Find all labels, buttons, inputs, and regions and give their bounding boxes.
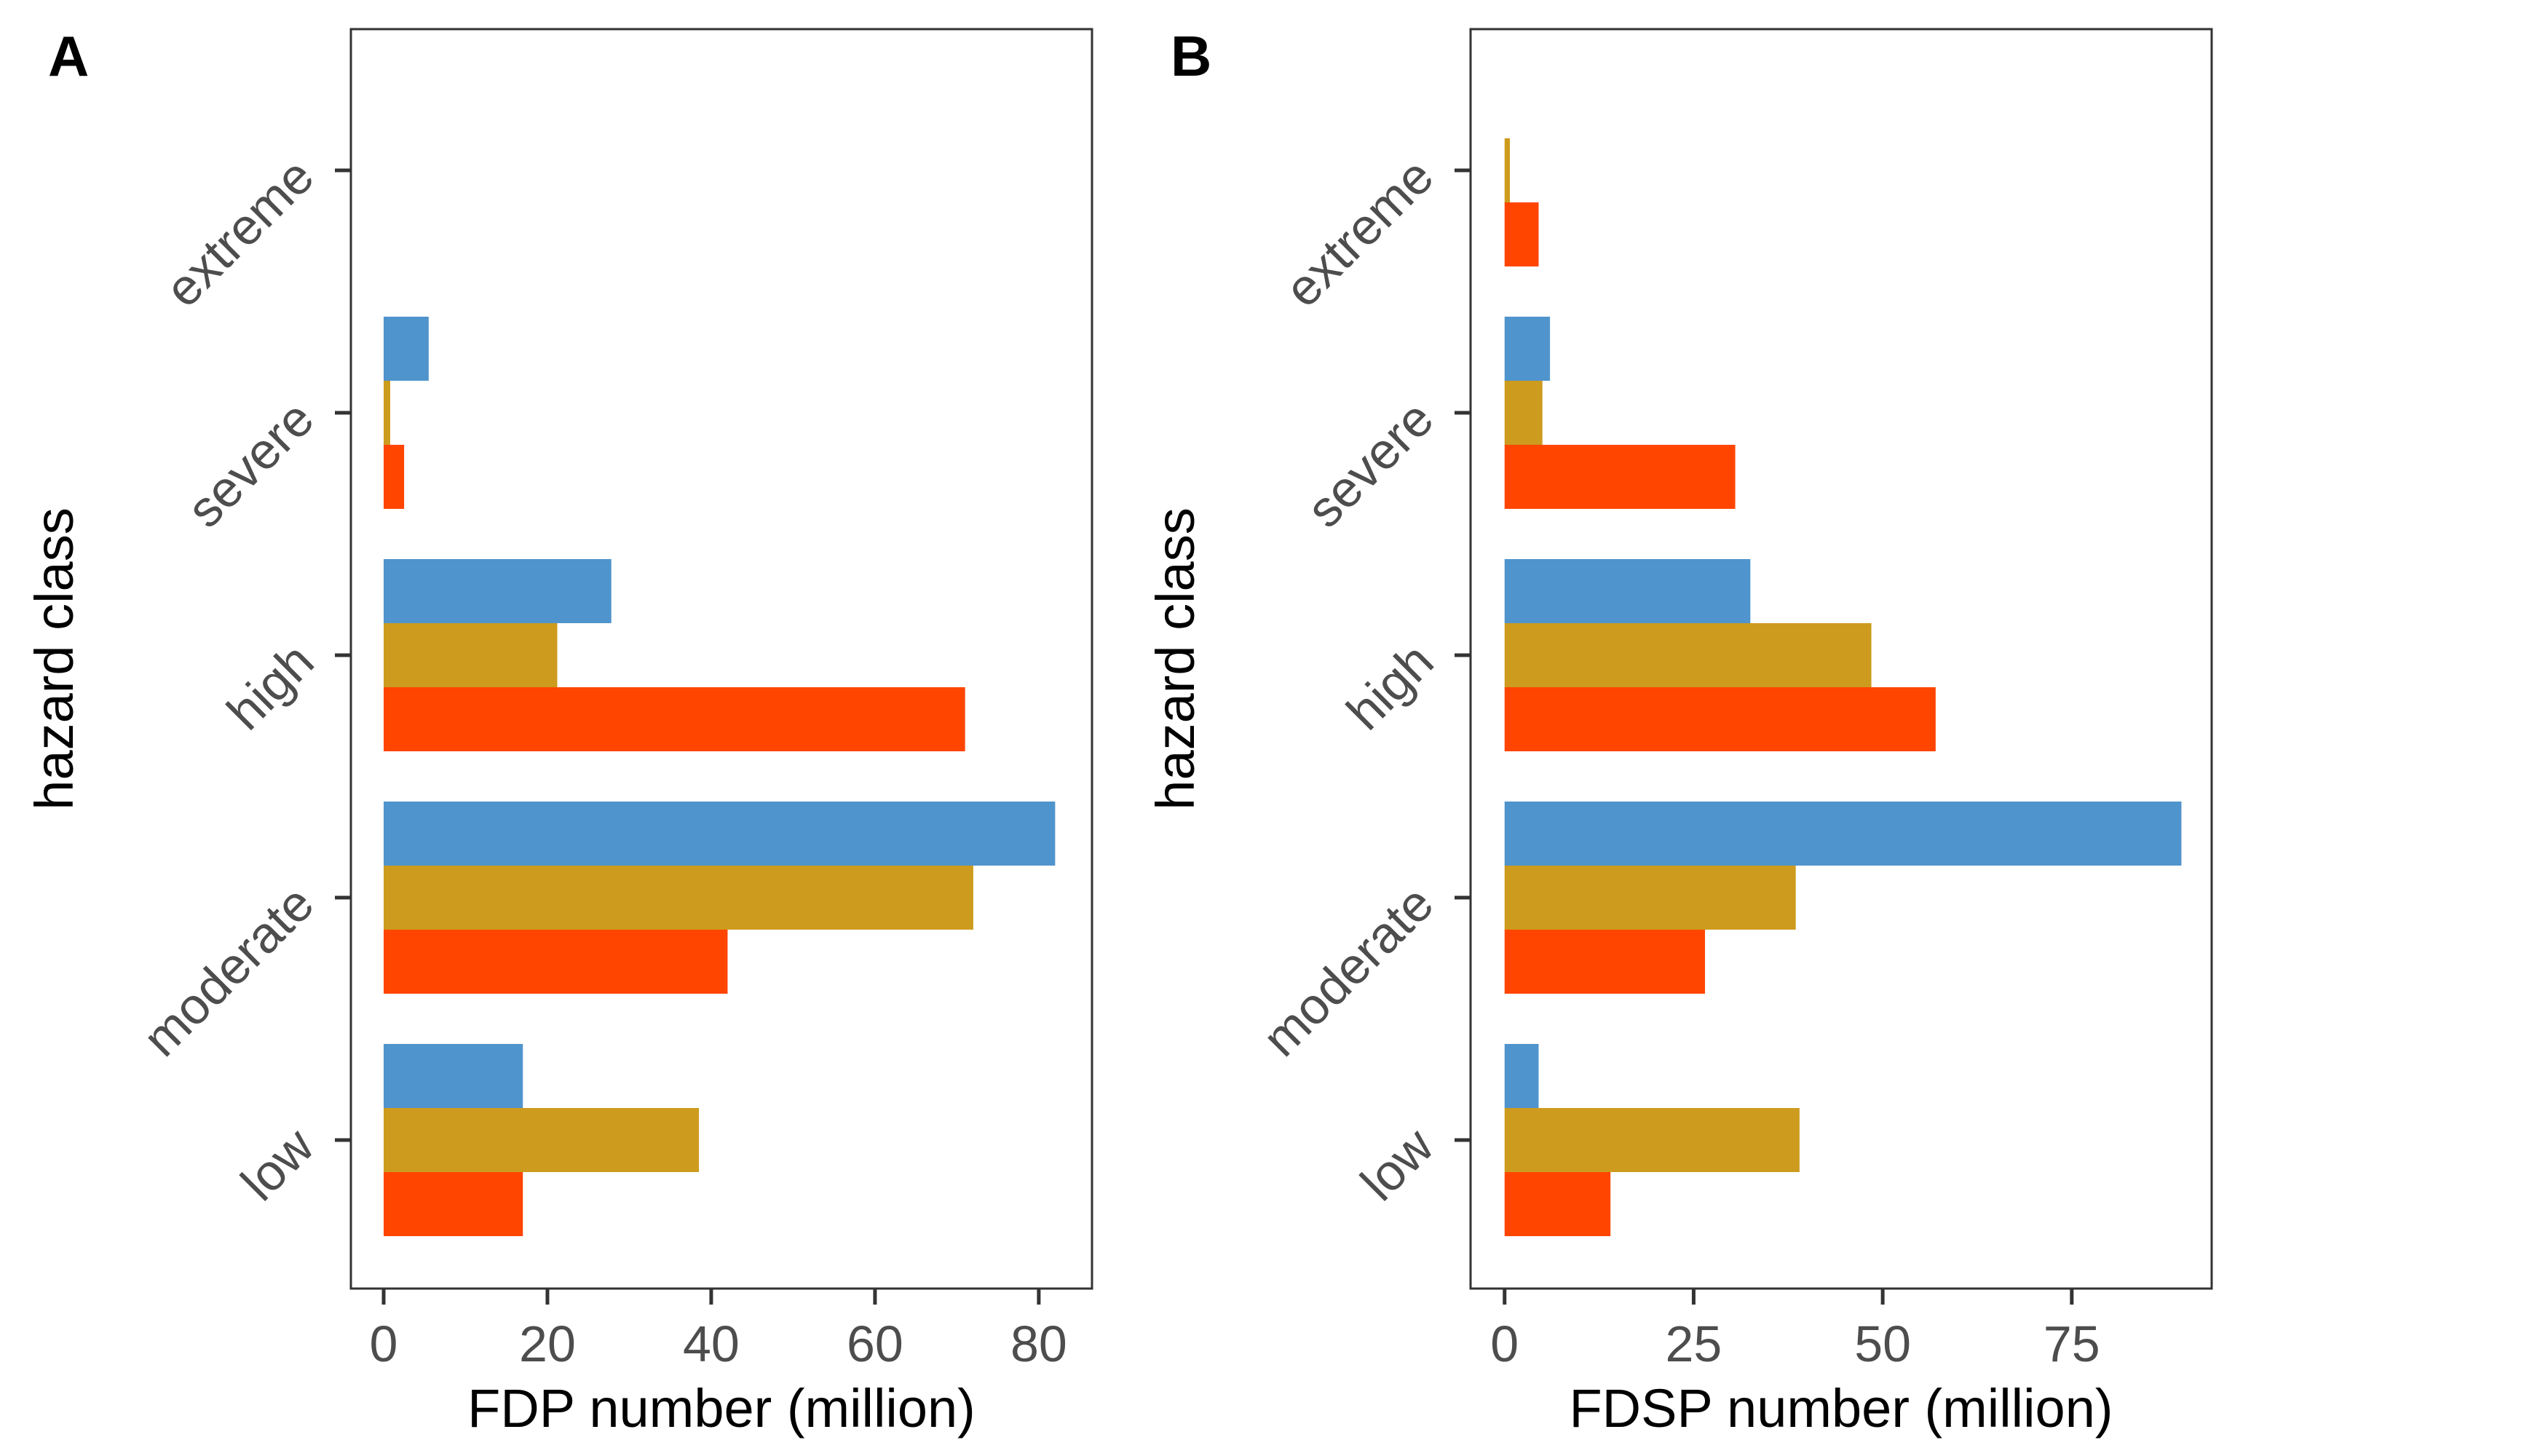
panel-a-bar-low-series-2 xyxy=(383,1108,700,1172)
panel-a-x-axis-title: FDP number (million) xyxy=(467,1378,976,1439)
panel-a-bar-low-series-3 xyxy=(383,1172,523,1236)
panel-a-x-tick-label-80: 80 xyxy=(1010,1315,1067,1372)
panel-b-bar-low-series-1 xyxy=(1504,1044,1539,1108)
panel-a-bar-moderate-series-2 xyxy=(383,866,973,930)
panel-b-bar-severe-series-2 xyxy=(1504,381,1543,445)
panel-b-x-axis-title: FDSP number (million) xyxy=(1569,1378,2113,1439)
panel-b-bar-severe-series-1 xyxy=(1504,317,1551,381)
panel-b-bar-low-series-3 xyxy=(1504,1172,1611,1236)
panel-a-bar-moderate-series-3 xyxy=(383,930,728,994)
panel-a-x-tick-label-60: 60 xyxy=(847,1315,903,1372)
panel-b-bar-high-series-3 xyxy=(1504,687,1936,751)
panel-a-bar-severe-series-1 xyxy=(383,317,429,381)
panel-b-label: B xyxy=(1171,24,1211,88)
panel-b-y-axis-title: hazard class xyxy=(1145,507,1206,810)
panel-a-y-axis-title: hazard class xyxy=(24,507,84,810)
panel-b-bar-extreme-series-2 xyxy=(1504,138,1511,202)
panel-a-label: A xyxy=(48,24,89,88)
panel-a-x-tick-label-0: 0 xyxy=(370,1315,398,1372)
panel-b-bar-severe-series-3 xyxy=(1504,445,1736,509)
panel-b-plot-frame xyxy=(1469,28,2213,1290)
panel-a-x-tick-label-40: 40 xyxy=(683,1315,740,1372)
panel-b-bar-high-series-1 xyxy=(1504,559,1751,623)
panel-b-x-axis: 0 25 50 75 xyxy=(1490,1289,2100,1372)
panel-b-bar-moderate-series-1 xyxy=(1504,802,2182,866)
panel-b-x-tick-label-75: 75 xyxy=(2043,1315,2100,1372)
panel-a-plot-frame xyxy=(349,28,1093,1290)
panel-a-bar-severe-series-2 xyxy=(383,381,390,445)
panel-b-bars xyxy=(1504,138,2182,1236)
panel-b-x-tick-label-25: 25 xyxy=(1666,1315,1722,1372)
panel-b-x-tick-label-50: 50 xyxy=(1854,1315,1911,1372)
panel-a-x-axis: 0 20 40 60 80 xyxy=(370,1289,1067,1372)
panel-b-x-tick-label-0: 0 xyxy=(1490,1315,1519,1372)
panel-b-bar-low-series-2 xyxy=(1504,1108,1800,1172)
panel-a-bar-high-series-3 xyxy=(383,687,965,751)
panel-a-bars xyxy=(383,317,1056,1236)
panel-b-bar-moderate-series-3 xyxy=(1504,930,1706,994)
panel-a-x-tick-label-20: 20 xyxy=(519,1315,576,1372)
panel-a-bar-moderate-series-1 xyxy=(383,802,1056,866)
panel-b-bar-extreme-series-3 xyxy=(1504,202,1539,266)
panel-a-bar-severe-series-3 xyxy=(383,445,405,509)
panel-b-bar-high-series-2 xyxy=(1504,623,1872,687)
panel-b-bar-moderate-series-2 xyxy=(1504,866,1796,930)
panel-a-bar-low-series-1 xyxy=(383,1044,523,1108)
panel-a-bar-high-series-1 xyxy=(383,559,612,623)
panel-a-bar-high-series-2 xyxy=(383,623,558,687)
